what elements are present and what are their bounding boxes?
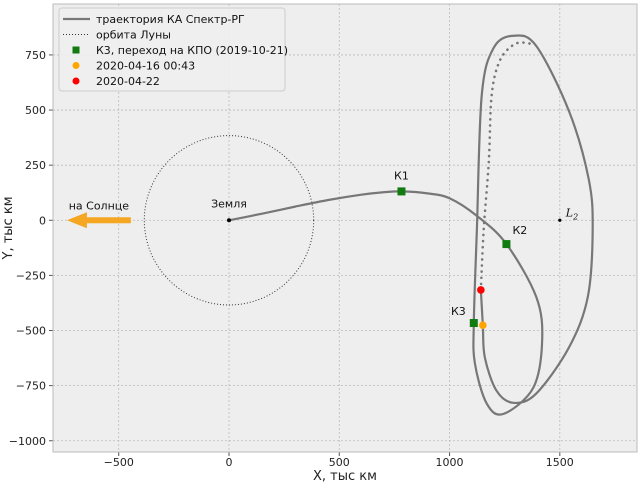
x-tick-label: 500 (329, 456, 350, 469)
l2-point (558, 218, 562, 222)
legend-label: 2020-04-22 (96, 75, 160, 88)
marker-k3 (469, 319, 478, 328)
y-axis-label: Y, тыс км (1, 197, 16, 261)
l2-subscript: 2 (572, 212, 578, 221)
label-k1: К1 (394, 169, 409, 182)
legend-label: К3, переход на КПО (2019-10-21) (96, 44, 288, 57)
legend-swatch-circle (72, 62, 80, 69)
legend-label: орбита Луны (96, 29, 171, 42)
legend-label: траектория КА Спектр-РГ (96, 13, 245, 26)
sun-arrow (66, 212, 131, 229)
plot-frame (52, 3, 638, 453)
y-tick-label: −1000 (9, 435, 46, 448)
trajectory-forecast-line (479, 41, 536, 292)
marker-2020-04-16 (479, 321, 487, 330)
x-tick-label: 1000 (436, 456, 464, 469)
legend-label: 2020-04-16 00:43 (96, 60, 195, 73)
x-axis-label: X, тыс км (313, 469, 377, 482)
earth-point (226, 218, 231, 223)
marker-2020-04-22 (477, 286, 485, 294)
moon-orbit (143, 135, 315, 306)
y-tick-label: 500 (25, 104, 46, 117)
y-tick-label: 250 (25, 159, 46, 172)
grid (53, 4, 637, 452)
marker-k1 (397, 187, 406, 196)
legend-swatch-square (72, 46, 80, 54)
legend: траектория КА Спектр-РГ орбита Луны К3, пе… (58, 7, 288, 92)
earth-label: Земля (211, 197, 247, 210)
y-tick-label: −250 (16, 269, 46, 282)
sun-arrow-head (66, 212, 87, 229)
sun-arrow-shaft (78, 217, 131, 224)
sun-label: на Солнце (69, 199, 130, 212)
legend-swatch-circle (72, 77, 80, 85)
label-k3: К3 (451, 305, 466, 318)
x-tick-label: 0 (225, 456, 232, 469)
x-tick-label: 1500 (546, 456, 574, 469)
ticks: −500 0 500 1000 1500 750 500 250 0 −250 −500 −750 −1… (9, 49, 574, 469)
label-k2: К2 (512, 224, 527, 237)
y-tick-label: 750 (25, 49, 46, 62)
y-tick-label: −500 (16, 325, 46, 338)
y-tick-label: 0 (39, 214, 46, 227)
marker-k2 (502, 240, 511, 249)
y-tick-label: −750 (16, 380, 46, 393)
x-tick-label: −500 (104, 456, 134, 469)
